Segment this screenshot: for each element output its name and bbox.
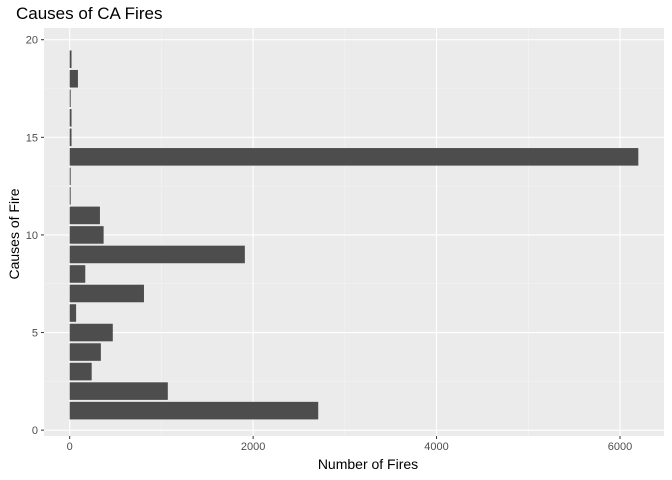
bar bbox=[69, 109, 72, 127]
bar bbox=[69, 167, 71, 186]
bar bbox=[69, 304, 77, 322]
y-tick-label: 0 bbox=[32, 425, 38, 437]
bar bbox=[69, 128, 72, 147]
y-tick-label: 10 bbox=[26, 230, 38, 242]
bar bbox=[69, 206, 100, 225]
y-tick-label: 15 bbox=[26, 132, 38, 144]
bar bbox=[69, 343, 101, 361]
y-tick-label: 5 bbox=[32, 328, 38, 340]
bar bbox=[69, 187, 71, 205]
bar bbox=[69, 323, 113, 342]
y-tick-label: 20 bbox=[26, 35, 38, 47]
bar bbox=[69, 148, 639, 166]
x-tick-label: 2000 bbox=[241, 441, 265, 453]
bar bbox=[69, 362, 92, 381]
y-axis-label: Causes of Fire bbox=[6, 188, 22, 280]
bar bbox=[69, 401, 319, 420]
x-tick-label: 0 bbox=[67, 441, 73, 453]
x-axis-label: Number of Fires bbox=[317, 456, 419, 472]
panel-background bbox=[44, 28, 664, 436]
x-tick-label: 6000 bbox=[608, 441, 632, 453]
bar bbox=[69, 284, 144, 303]
bar bbox=[69, 226, 104, 244]
bar bbox=[69, 69, 78, 88]
bar bbox=[69, 50, 72, 69]
bar bbox=[69, 382, 168, 400]
x-tick-label: 4000 bbox=[424, 441, 448, 453]
bar bbox=[69, 245, 245, 264]
bar bbox=[69, 89, 71, 108]
bar bbox=[69, 265, 86, 283]
chart-title: Causes of CA Fires bbox=[16, 4, 163, 23]
